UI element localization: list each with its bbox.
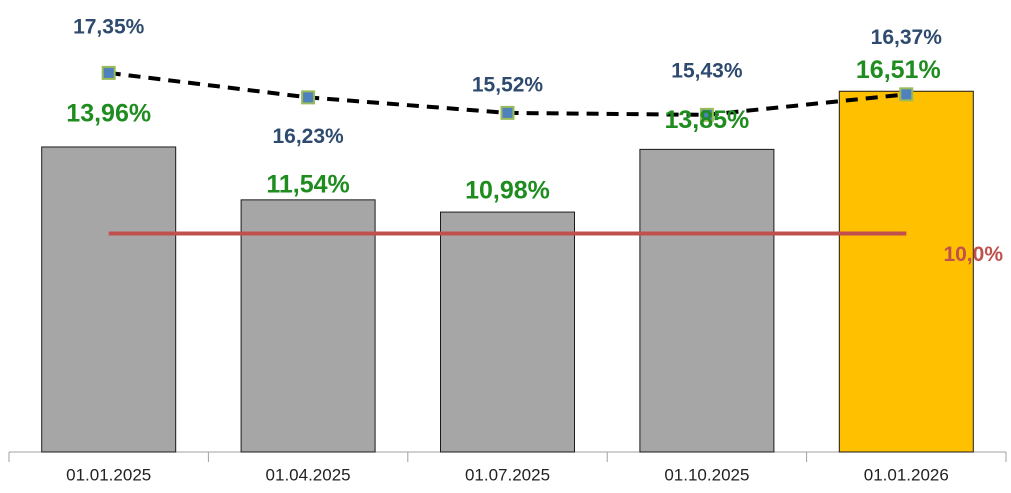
line-marker [101, 65, 116, 80]
bar-value-label: 11,54% [266, 170, 349, 198]
threshold-label: 10,0% [943, 243, 1003, 266]
line-value-label: 15,52% [472, 73, 544, 96]
bar-value-label: 13,96% [66, 100, 151, 128]
line-value-label: 15,43% [671, 59, 743, 82]
line-value-label: 16,23% [272, 125, 344, 148]
bar-value-label: 10,98% [465, 177, 550, 205]
x-tick-label: 01.10.2025 [664, 465, 749, 484]
bar [440, 211, 575, 453]
x-tick-label: 01.01.2026 [864, 465, 949, 484]
bar [41, 146, 177, 453]
line-value-label: 17,35% [73, 15, 145, 38]
x-tick-label: 01.01.2025 [66, 465, 151, 484]
bar [639, 148, 775, 453]
line-value-label: 16,37% [871, 26, 943, 49]
line-marker [899, 87, 914, 102]
line-marker [301, 90, 316, 105]
bar-value-label: 16,51% [856, 56, 941, 84]
bar [838, 90, 974, 453]
x-tick-label: 01.07.2025 [465, 465, 550, 484]
line-marker [500, 105, 515, 120]
bar-value-label: 13,85% [665, 106, 750, 134]
bar [240, 199, 376, 453]
line-marker [699, 107, 714, 122]
x-tick-label: 01.04.2025 [266, 465, 351, 484]
